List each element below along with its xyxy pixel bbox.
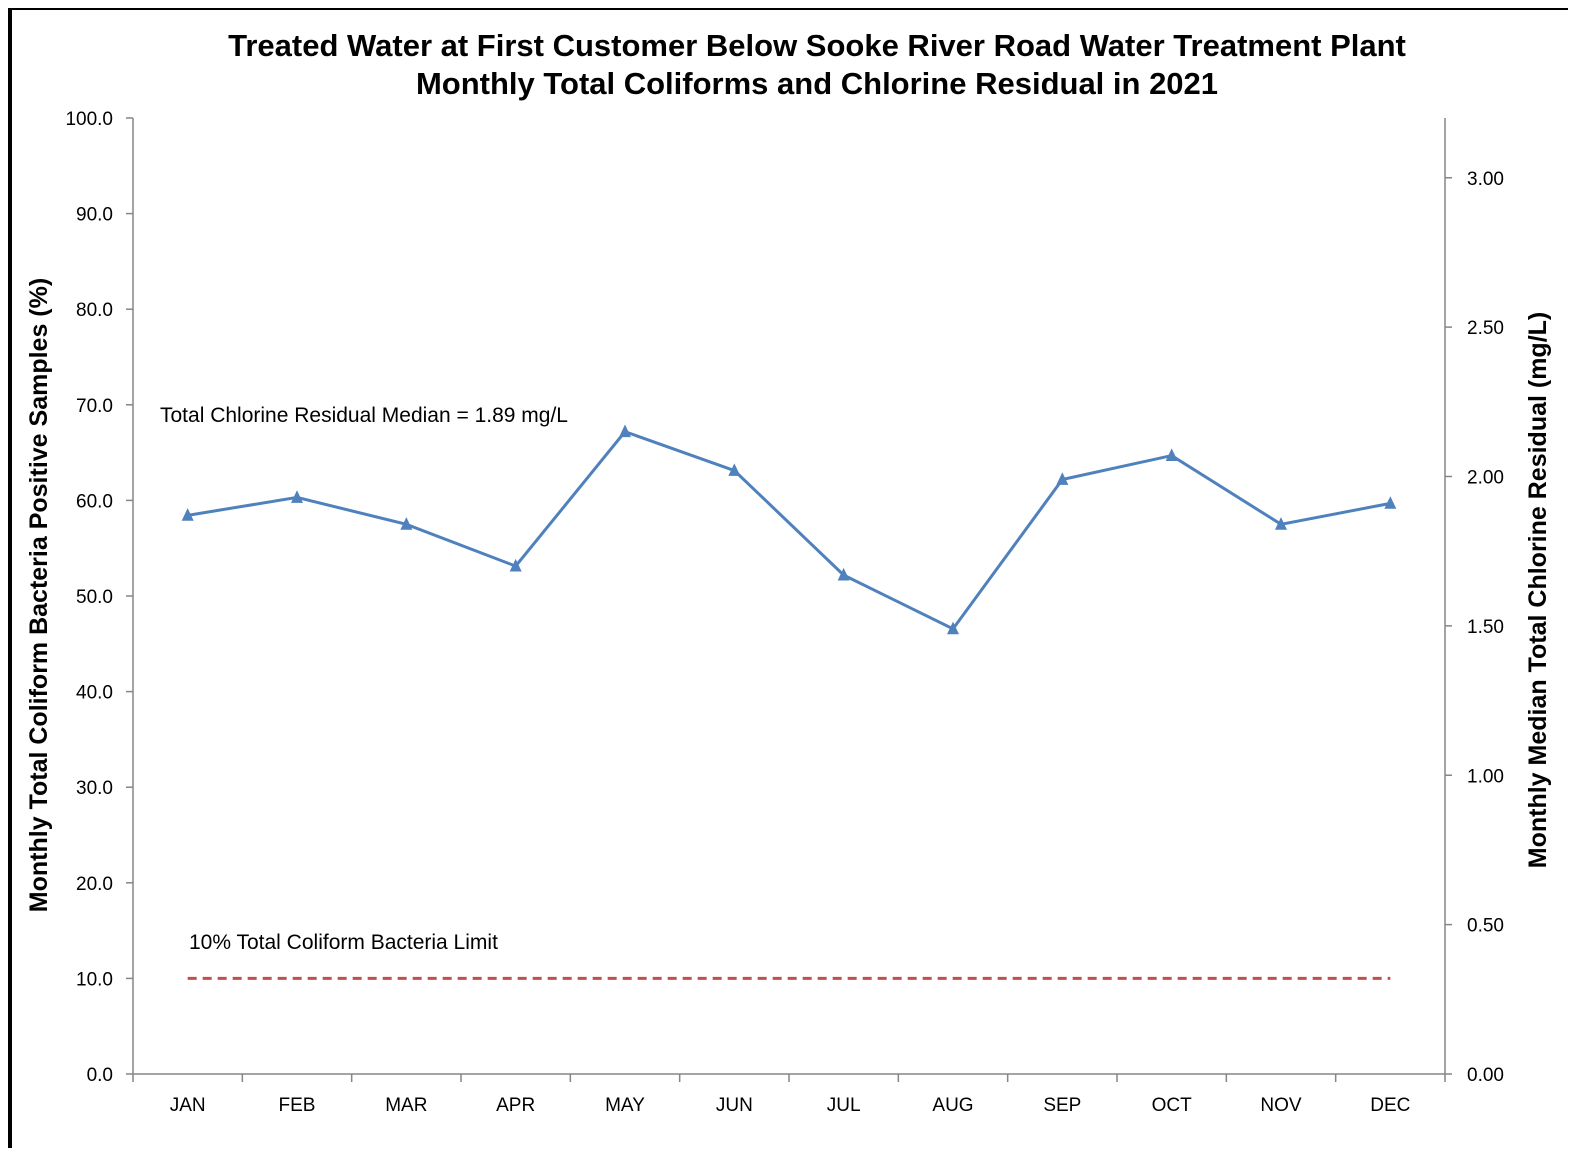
chlorine-point-marker	[619, 424, 631, 438]
y-left-tick-label: 60.0	[76, 491, 113, 512]
chlorine-point-marker	[837, 567, 850, 581]
x-tick-label: AUG	[932, 1095, 973, 1116]
y-right-tick-label: 1.00	[1467, 766, 1504, 787]
y-right-tick-label: 3.00	[1467, 169, 1504, 190]
chlorine-series-line	[187, 429, 1391, 631]
y-left-tick-label: 0.0	[87, 1065, 113, 1086]
coliform-limit-annotation: 10% Total Coliform Bacteria Limit	[189, 931, 498, 954]
y-left-tick-label: 30.0	[76, 778, 113, 799]
x-tick-label: MAR	[385, 1095, 427, 1116]
y-right-tick-label: 2.50	[1467, 318, 1504, 339]
chlorine-point-marker	[509, 558, 522, 572]
plot-marks	[181, 424, 1397, 980]
y-axis-left-title: Monthly Total Coliform Bacteria Positive…	[25, 278, 53, 912]
x-tick-label: OCT	[1152, 1095, 1193, 1116]
chart-frame	[8, 8, 1568, 1148]
chlorine-point-marker	[1384, 496, 1397, 509]
chlorine-point-marker	[291, 490, 303, 503]
y-left-tick-label: 50.0	[76, 587, 113, 608]
chlorine-point-marker	[1056, 472, 1069, 485]
y-left-tick-label: 20.0	[76, 874, 113, 895]
x-tick-label: JUN	[716, 1095, 753, 1116]
chart-subtitle: Monthly Total Coliforms and Chlorine Res…	[416, 66, 1218, 101]
x-tick-label: JAN	[170, 1095, 206, 1116]
chlorine-point-marker	[947, 621, 959, 635]
chlorine-median-annotation: Total Chlorine Residual Median = 1.89 mg…	[160, 404, 568, 427]
y-left-tick-label: 40.0	[76, 683, 113, 704]
chlorine-point-marker	[181, 508, 194, 521]
y-right-tick-label: 0.00	[1467, 1065, 1504, 1086]
y-left-tick-label: 10.0	[76, 969, 113, 990]
y-right-tick-label: 0.50	[1467, 916, 1504, 937]
x-tick-label: MAY	[605, 1095, 645, 1116]
x-tick-label: DEC	[1370, 1095, 1410, 1116]
y-axis-right-title: Monthly Median Total Chlorine Residual (…	[1524, 312, 1552, 868]
y-right-tick-label: 1.50	[1467, 617, 1504, 638]
chlorine-point-marker	[1165, 448, 1178, 461]
axes: 0.0 10.0 20.0 30.0 40.0 50.0 60.0 70.0 80.0 90.0 1…	[65, 109, 1504, 1116]
y-left-tick-label: 70.0	[76, 396, 113, 417]
y-left-tick-label: 90.0	[76, 205, 113, 226]
x-tick-label: APR	[496, 1095, 535, 1116]
x-tick-label: NOV	[1260, 1095, 1302, 1116]
chlorine-point-marker	[728, 463, 741, 476]
x-tick-label: FEB	[279, 1095, 316, 1116]
y-left-tick-label: 80.0	[76, 300, 113, 321]
chart-title: Treated Water at First Customer Below So…	[228, 28, 1406, 63]
chlorine-point-marker	[400, 517, 413, 530]
chlorine-point-marker	[1275, 517, 1287, 530]
x-tick-label: JUL	[827, 1095, 861, 1116]
x-tick-label: SEP	[1043, 1095, 1081, 1116]
y-left-tick-label: 100.0	[65, 109, 113, 130]
y-right-tick-label: 2.00	[1467, 468, 1504, 489]
